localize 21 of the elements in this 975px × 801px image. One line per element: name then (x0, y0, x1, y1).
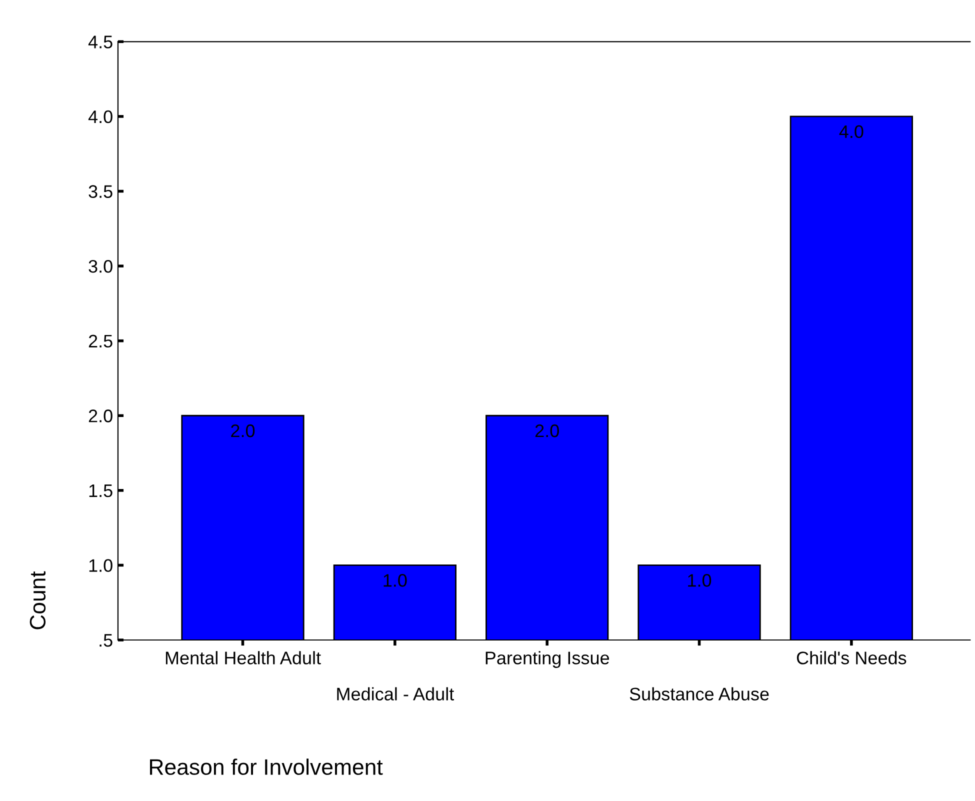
x-tick-label: Mental Health Adult (166, 651, 321, 664)
data-label: 1.0 (688, 574, 712, 587)
x-tick-label: Parenting Issue (486, 651, 610, 668)
x-tick-label: Medical - Adult (337, 687, 454, 700)
x-tick-label: Child's Needs (796, 651, 906, 664)
y-tick-label: 4.0 (88, 110, 112, 124)
y-tick-label: 1.0 (89, 559, 112, 572)
data-label: 1.0 (384, 574, 407, 587)
y-tick-label: 2.0 (88, 410, 112, 422)
y-tick-label: 3.5 (88, 185, 112, 198)
y-tick-label: 3.0 (88, 260, 112, 273)
y-tick-label: 4.5 (88, 36, 112, 48)
x-tick-label: Substance Abuse (630, 687, 769, 700)
y-tick-label: 2.5 (88, 334, 112, 348)
data-label: 2.0 (535, 424, 559, 438)
data-label: 4.0 (839, 125, 864, 138)
y-axis-title: Count (30, 571, 46, 630)
y-tick-label: 1.5 (89, 484, 112, 498)
y-tick-label: .5 (100, 634, 112, 647)
data-label: 2.0 (231, 424, 255, 438)
x-axis-title: Reason for Involvement (150, 758, 383, 775)
